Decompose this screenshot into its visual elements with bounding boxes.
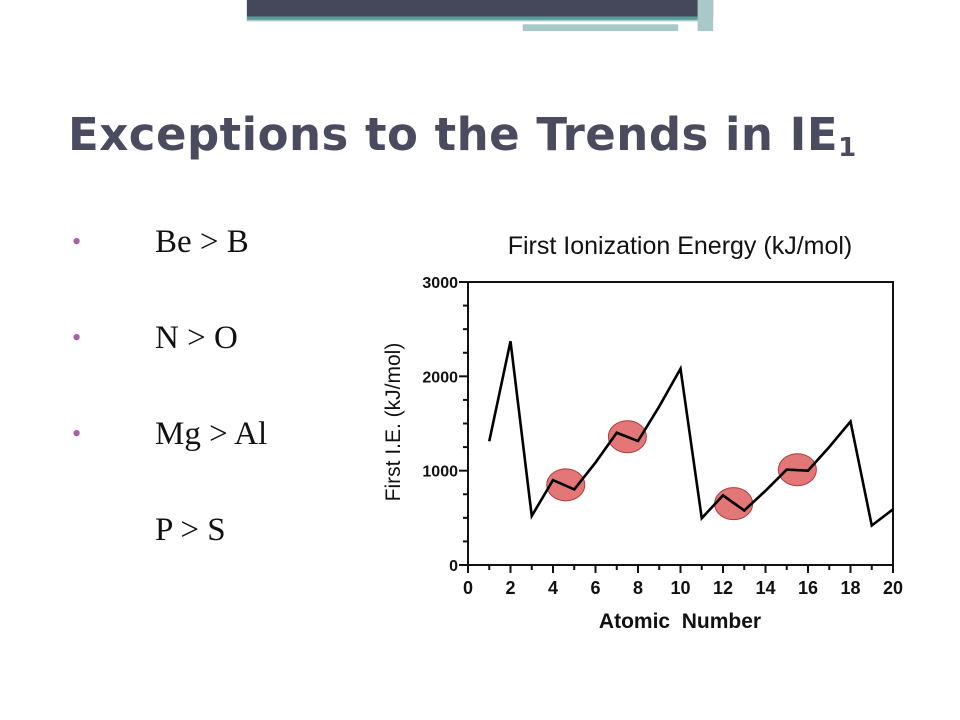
bullet-marker: • — [72, 419, 82, 448]
x-tick-label: 4 — [548, 578, 558, 598]
banner-dark-band — [246, 0, 714, 17]
banner-accent-block — [522, 24, 679, 32]
slide-top-banner — [246, 0, 714, 32]
x-tick-label: 12 — [713, 578, 733, 598]
x-tick-label: 8 — [633, 578, 643, 598]
x-tick-label: 10 — [670, 578, 690, 598]
plot-area: 0 2 4 6 8 10 12 14 16 18 20 0 1000 2000 3000 — [422, 275, 903, 598]
bullet-marker: • — [72, 323, 82, 352]
x-axis-label: Atomic Number — [599, 610, 761, 633]
x-tick-label: 0 — [463, 578, 473, 598]
bullet-text: P > S — [155, 512, 226, 548]
y-axis-label: First I.E. (kJ/mol) — [382, 343, 405, 502]
x-tick-label: 14 — [755, 578, 775, 598]
slide-title-text: Exceptions to the Trends in IE — [68, 108, 839, 161]
chart-title: First Ionization Energy (kJ/mol) — [508, 232, 853, 260]
x-tick-label: 6 — [590, 578, 600, 598]
banner-teal-line — [246, 16, 714, 20]
y-tick-label: 1000 — [422, 464, 458, 481]
plot-frame — [467, 281, 894, 566]
bullet-text: Mg > Al — [155, 416, 268, 452]
x-tick-label: 16 — [798, 578, 818, 598]
y-tick-label: 2000 — [422, 369, 458, 386]
bullet-text: N > O — [155, 320, 238, 356]
x-tick-label: 18 — [840, 578, 860, 598]
y-tick-label: 0 — [449, 558, 458, 575]
slide-title-subscript: 1 — [838, 133, 857, 163]
banner-light-line — [246, 19, 714, 22]
banner-right-stripe — [697, 0, 714, 32]
y-tick-label: 3000 — [422, 275, 458, 292]
bullet-text: Be > B — [155, 224, 249, 260]
ionization-energy-series-line — [487, 340, 893, 528]
slide-title: Exceptions to the Trends in IE1 — [68, 108, 857, 163]
bullet-list: • Be > B • N > O • Mg > Al P > S — [72, 218, 392, 558]
x-tick-label: 20 — [883, 578, 903, 598]
x-tick-label: 2 — [505, 578, 515, 598]
bullet-marker: • — [72, 227, 82, 256]
ionization-energy-chart: First Ionization Energy (kJ/mol) 0 2 4 6 8 10… — [382, 232, 903, 633]
